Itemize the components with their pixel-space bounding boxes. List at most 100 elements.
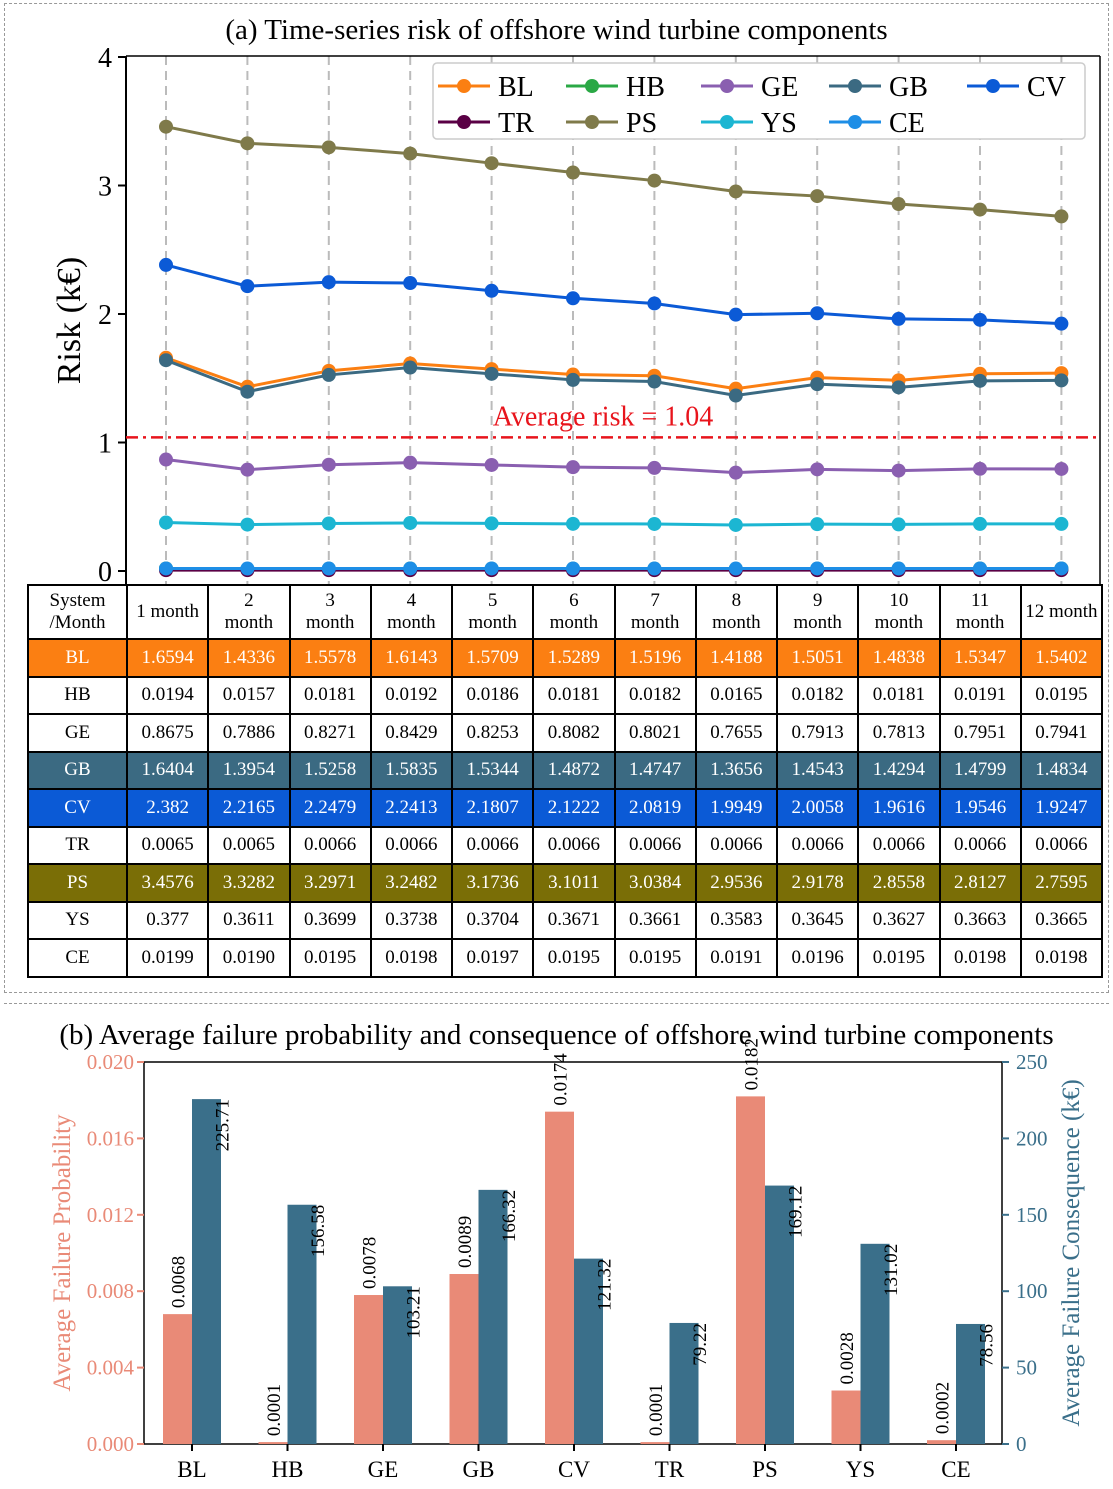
bar-consequence-TR xyxy=(669,1322,699,1444)
table-cell: 0.7813 xyxy=(857,713,941,753)
table-cell: 1.9616 xyxy=(857,788,941,828)
table-cell: 0.7951 xyxy=(938,713,1022,753)
bar-probability-GB xyxy=(449,1274,479,1444)
table-cell: 0.0195 xyxy=(288,938,372,978)
table-cell: 3.2971 xyxy=(288,863,372,903)
series-point-YS xyxy=(1054,516,1069,531)
series-point-GE xyxy=(159,452,173,467)
bar-probability-GE xyxy=(354,1295,383,1444)
table-cell: 0.3738 xyxy=(369,900,454,940)
legend-label-PS: PS xyxy=(626,108,657,139)
table-cell: 0.0066 xyxy=(694,825,779,865)
table-cell: 0.0066 xyxy=(369,825,454,865)
series-point-GE xyxy=(728,465,743,480)
bar-label-consequence: 156.58 xyxy=(308,1205,329,1257)
table-row-label: CV xyxy=(27,788,128,828)
y-left-tick-label: 0.020 xyxy=(87,1050,134,1074)
table-cell: 0.8675 xyxy=(125,713,210,753)
series-point-CV xyxy=(728,307,743,322)
series-point-YS xyxy=(240,517,255,532)
table-cell: 3.3282 xyxy=(207,863,291,903)
table-row: HB 0.0194 0.0157 0.0181 0.0192 0.0186 0.0181 0.… xyxy=(27,675,1104,715)
series-point-PS xyxy=(891,197,906,212)
legend-label-HB: HB xyxy=(626,72,665,103)
series-point-CE xyxy=(973,561,987,576)
series-line-PS xyxy=(165,125,1062,218)
table-cell: 2.9178 xyxy=(775,863,860,903)
series-point-PS xyxy=(484,156,499,171)
table-cell: 1.9247 xyxy=(1019,788,1104,828)
table-cell: 2.382 xyxy=(125,788,210,828)
legend-label-TR: TR xyxy=(498,108,534,139)
table-cell: 0.0192 xyxy=(369,675,454,715)
table-cell: 1.5578 xyxy=(288,638,372,678)
table-column-header: 5 month xyxy=(450,584,535,640)
table-row: CE 0.0199 0.0190 0.0195 0.0198 0.0197 0.0195 0.… xyxy=(27,938,1104,978)
table-cell: 0.0190 xyxy=(207,938,291,978)
bar-label-probability: 0.0089 xyxy=(455,1216,476,1268)
table-row: TR 0.0065 0.0065 0.0066 0.0066 0.0066 0.0066 0.… xyxy=(27,825,1104,865)
table-cell: 0.0181 xyxy=(288,675,372,715)
series-point-CV xyxy=(973,312,987,327)
table-cell: 0.8253 xyxy=(450,713,535,753)
legend-marker-CE xyxy=(848,115,862,129)
table-cell: 3.2482 xyxy=(369,863,454,903)
chart-b-title: (b) Average failure probability and cons… xyxy=(59,1019,1054,1051)
series-point-GB xyxy=(159,353,173,368)
table-cell: 0.3583 xyxy=(694,900,779,940)
bar-label-probability: 0.0001 xyxy=(264,1384,285,1436)
bar-probability-YS xyxy=(831,1390,861,1444)
series-point-GB xyxy=(647,374,662,389)
table-cell: 1.6143 xyxy=(369,638,454,678)
table-column-header: 9 month xyxy=(775,584,860,640)
y-left-tick-label: 0.004 xyxy=(87,1356,135,1380)
series-point-PS xyxy=(1054,209,1069,224)
series-point-GB xyxy=(1054,373,1069,388)
table-cell: 1.6404 xyxy=(125,750,210,790)
table-cell: 2.1222 xyxy=(532,788,616,828)
table-row-label: CE xyxy=(27,938,128,978)
table-cell: 0.0066 xyxy=(450,825,535,865)
series-point-PS xyxy=(728,184,743,199)
bar-consequence-BL xyxy=(192,1099,221,1444)
table-cell: 1.5051 xyxy=(775,638,860,678)
table-cell: 2.9536 xyxy=(694,863,779,903)
legend-marker-HB xyxy=(585,79,599,93)
table-cell: 0.377 xyxy=(125,900,210,940)
table-cell: 0.7913 xyxy=(775,713,860,753)
legend-label-YS: YS xyxy=(761,108,797,139)
table-row-label: BL xyxy=(27,638,128,678)
legend-marker-GB xyxy=(848,79,862,93)
table-column-header: 10 month xyxy=(857,584,941,640)
series-point-CE xyxy=(810,561,825,576)
table-cell: 0.3699 xyxy=(288,900,372,940)
legend-label-GB: GB xyxy=(889,72,928,103)
table-row-label: GB xyxy=(27,750,128,790)
series-point-YS xyxy=(403,515,418,530)
series-point-GE xyxy=(1054,461,1069,476)
bar-probability-BL xyxy=(163,1314,192,1444)
table-cell: 1.4294 xyxy=(857,750,941,790)
table-cell: 0.0066 xyxy=(938,825,1022,865)
table-cell: 0.3645 xyxy=(775,900,860,940)
table-row: GB 1.6404 1.3954 1.5258 1.5835 1.5344 1.4872 1.… xyxy=(27,750,1104,790)
series-point-GB xyxy=(321,367,336,382)
series-point-YS xyxy=(728,517,743,532)
legend-marker-YS xyxy=(720,115,734,129)
table-cell: 3.1736 xyxy=(450,863,535,903)
table-cell: 1.5344 xyxy=(450,750,535,790)
table-cell: 1.4872 xyxy=(532,750,616,790)
legend-label-GE: GE xyxy=(761,72,798,103)
table-cell: 0.0197 xyxy=(450,938,535,978)
table-cell: 0.0066 xyxy=(857,825,941,865)
table-cell: 0.0182 xyxy=(775,675,860,715)
series-point-PS xyxy=(647,173,662,188)
legend-marker-TR xyxy=(457,115,471,129)
y-tick-label: 3 xyxy=(98,172,112,203)
table-row: BL 1.6594 1.4336 1.5578 1.6143 1.5709 1.5289 1.… xyxy=(27,638,1104,678)
series-point-CE xyxy=(240,561,255,576)
bar-consequence-YS xyxy=(860,1243,890,1444)
x-tick-label: HB xyxy=(272,1457,304,1482)
series-point-PS xyxy=(403,146,418,161)
table-cell: 2.0058 xyxy=(775,788,860,828)
